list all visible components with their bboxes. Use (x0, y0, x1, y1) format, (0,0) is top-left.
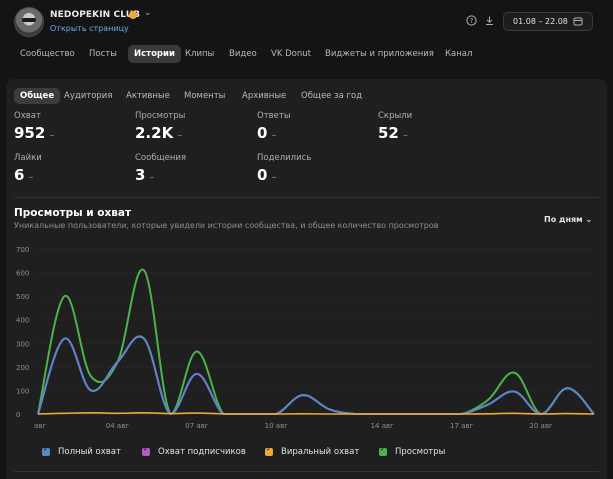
stat-hidden: Скрыли 52– (378, 111, 412, 142)
stat-label: Сообщения (135, 153, 187, 163)
stat-value: 3– (135, 166, 155, 184)
x-tick-label: 14 авг (371, 422, 395, 430)
legend-full-reach[interactable]: Полный охват (42, 445, 121, 459)
y-tick-label: 0 (16, 411, 20, 419)
divider (14, 197, 599, 198)
stat-value: 0– (257, 124, 277, 142)
stat-value: 2.2K – (135, 124, 183, 142)
help-icon[interactable]: ? (464, 14, 478, 28)
tab-clips[interactable]: Клипы (185, 49, 215, 59)
verified-badge-icon (129, 11, 137, 19)
tab-video[interactable]: Видео (229, 49, 257, 59)
stat-reach: Охват 952– (14, 111, 54, 142)
svg-text:?: ? (469, 17, 473, 25)
tab-community[interactable]: Сообщество (20, 49, 75, 59)
stat-replies: Ответы 0– (257, 111, 291, 142)
series-line-2 (37, 412, 595, 415)
checkbox-icon (42, 445, 50, 456)
community-avatar[interactable] (14, 7, 44, 37)
stat-label: Просмотры (135, 111, 186, 121)
stat-label: Охват (14, 111, 41, 121)
subtab-audience[interactable]: Аудитория (64, 91, 113, 101)
period-label: По дням (544, 215, 583, 224)
stat-value: 0– (257, 166, 277, 184)
chart-title: Просмотры и охват (14, 207, 132, 219)
stat-label: Лайки (14, 153, 42, 163)
x-tick-label: 17 авг (450, 422, 474, 430)
legend-viral-reach[interactable]: Виральный охват (265, 445, 359, 459)
checkbox-icon (265, 445, 273, 456)
x-tick-label: 07 авг (185, 422, 209, 430)
stat-messages: Сообщения 3– (135, 153, 186, 184)
calendar-icon (573, 16, 583, 29)
series-line-0 (37, 335, 595, 415)
tab-channel[interactable]: Канал (445, 49, 473, 59)
y-tick-label: 500 (16, 293, 29, 301)
subtab-archived[interactable]: Архивные (242, 91, 287, 101)
stat-value: 6– (14, 166, 34, 184)
stat-shares: Поделились 0– (257, 153, 311, 184)
stats-panel: Общее Аудитория Активные Моменты Архивны… (6, 79, 607, 479)
stat-value: 952– (14, 124, 55, 142)
chevron-down-icon: ⌄ (585, 215, 593, 224)
y-tick-label: 100 (16, 387, 29, 395)
subtab-active[interactable]: Активные (126, 91, 170, 101)
community-header: NEDOPEKIN CLUB ⌄ Открыть страницу ? 01.0… (0, 0, 613, 40)
community-name[interactable]: NEDOPEKIN CLUB (50, 10, 141, 20)
y-tick-label: 400 (16, 317, 29, 325)
stat-label: Поделились (257, 153, 312, 163)
open-page-link[interactable]: Открыть страницу (50, 24, 129, 33)
divider (14, 471, 599, 472)
tab-vk-donut[interactable]: VK Donut (271, 49, 311, 59)
views-reach-chart[interactable]: 0 100 200 300 400 500 600 700 авг 04 авг 07 авг 10 … (6, 239, 607, 439)
y-tick-label: 700 (16, 246, 29, 254)
date-range-label: 01.08 – 22.08 (513, 17, 568, 26)
download-icon[interactable] (482, 14, 496, 28)
legend-views[interactable]: Просмотры (379, 445, 445, 459)
chevron-down-icon[interactable]: ⌄ (144, 8, 152, 18)
tab-widgets[interactable]: Виджеты и приложения (325, 49, 434, 59)
stat-label: Скрыли (378, 111, 413, 121)
tab-stories[interactable]: Истории (128, 45, 181, 63)
checkbox-icon (142, 445, 150, 456)
legend-subscribers-reach[interactable]: Охват подписчиков (142, 445, 246, 459)
stat-value: 52– (378, 124, 408, 142)
subtab-moments[interactable]: Моменты (184, 91, 226, 101)
stat-likes: Лайки 6– (14, 153, 42, 184)
y-tick-label: 200 (16, 364, 29, 372)
date-range-picker[interactable]: 01.08 – 22.08 (503, 12, 593, 31)
stat-views: Просмотры 2.2K – (135, 111, 185, 142)
subtab-yearly[interactable]: Общее за год (301, 91, 363, 101)
x-tick-label: 10 авг (265, 422, 289, 430)
x-tick-label: 04 авг (106, 422, 130, 430)
y-tick-label: 300 (16, 340, 29, 348)
x-tick-label: 20 авг (529, 422, 553, 430)
y-tick-label: 600 (16, 270, 29, 278)
x-tick-label: авг (34, 422, 46, 430)
chart-subtitle: Уникальные пользователи, которые увидели… (14, 221, 439, 230)
checkbox-icon (379, 445, 387, 456)
tab-posts[interactable]: Посты (89, 49, 117, 59)
stat-label: Ответы (257, 111, 291, 121)
period-dropdown[interactable]: По дням ⌄ (544, 215, 592, 224)
subtab-general[interactable]: Общее (14, 88, 61, 104)
